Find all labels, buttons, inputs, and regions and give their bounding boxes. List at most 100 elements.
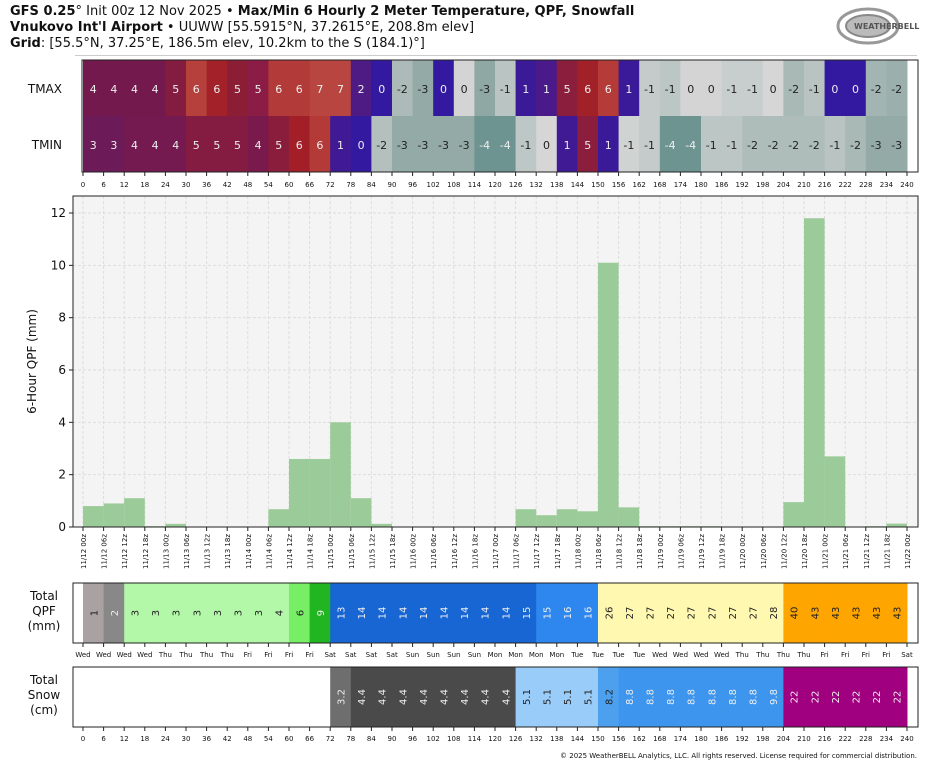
- tmax-cell: [330, 60, 352, 116]
- total-snow-cell: [185, 667, 208, 727]
- tmin-value: 1: [605, 139, 612, 152]
- x-tick-label: 11/21 18z: [883, 534, 891, 569]
- total-qpf-tick-label: Fri: [244, 651, 252, 659]
- tmax-value: 1: [543, 83, 550, 96]
- tmin-cell: [700, 116, 723, 172]
- total-qpf-value: 14: [501, 607, 512, 620]
- tmax-value: -1: [500, 83, 511, 96]
- tmax-cell: [453, 60, 475, 116]
- tmax-value: 0: [852, 83, 859, 96]
- tmax-cell: [391, 60, 414, 116]
- qpf-bar: [83, 506, 104, 527]
- temp-tick-label: 180: [694, 181, 707, 189]
- total-snow-tick-label: 120: [488, 735, 501, 743]
- tmax-cell: [83, 60, 105, 116]
- qpf-bar: [515, 509, 537, 527]
- total-snow-tick-label: 204: [777, 735, 791, 743]
- tmax-value: 0: [687, 83, 694, 96]
- total-qpf-value: 3: [151, 610, 162, 616]
- tmin-cell: [762, 116, 784, 172]
- total-snow-label: Total: [29, 673, 58, 687]
- temp-tick-label: 60: [285, 181, 294, 189]
- x-tick-label: 11/19 00z: [657, 534, 665, 569]
- temp-tick-label: 210: [797, 181, 810, 189]
- total-qpf-value: 15: [542, 607, 553, 620]
- total-qpf-value: 9: [316, 610, 327, 616]
- tmin-cell: [680, 116, 702, 172]
- total-snow-value: 4.4: [439, 689, 450, 705]
- temp-tick-label: 78: [346, 181, 355, 189]
- tmin-cell: [144, 116, 166, 172]
- total-qpf-value: 3: [192, 610, 203, 616]
- total-qpf-cell: [309, 583, 331, 643]
- tmin-cell: [309, 116, 331, 172]
- total-snow-value: 8.8: [707, 689, 718, 705]
- tmax-value: -1: [747, 83, 758, 96]
- total-qpf-tick-label: Wed: [673, 651, 688, 659]
- total-qpf-value: 3: [213, 610, 224, 616]
- tmin-cell: [185, 116, 208, 172]
- total-qpf-tick-label: Tue: [612, 651, 625, 659]
- total-snow-tick-label: 174: [674, 735, 688, 743]
- x-tick-label: 11/14 12z: [286, 534, 294, 569]
- temp-tick-label: 150: [591, 181, 604, 189]
- total-qpf-tick-label: Sat: [386, 651, 398, 659]
- total-qpf-tick-label: Sat: [324, 651, 336, 659]
- tmax-cell: [309, 60, 331, 116]
- qpf-bar: [350, 498, 372, 527]
- total-snow-cell: [556, 667, 578, 727]
- x-tick-label: 11/16 12z: [451, 534, 459, 569]
- total-snow-value: 9.8: [769, 689, 780, 705]
- total-qpf-cell: [206, 583, 228, 643]
- temp-tick-label: 186: [715, 181, 729, 189]
- tmax-cell: [700, 60, 723, 116]
- tmin-value: 6: [296, 139, 303, 152]
- x-tick-label: 11/16 06z: [430, 534, 438, 569]
- qpf-bar: [268, 509, 289, 527]
- total-qpf-tick-label: Mon: [529, 651, 544, 659]
- x-tick-label: 11/19 18z: [719, 534, 727, 569]
- temp-tick-label: 6: [101, 181, 106, 189]
- total-qpf-value: 14: [419, 607, 430, 620]
- total-snow-tick-label: 114: [468, 735, 482, 743]
- total-qpf-cell: [330, 583, 352, 643]
- total-qpf-value: 14: [460, 607, 471, 620]
- temp-tick-label: 126: [509, 181, 523, 189]
- total-qpf-tick-label: Wed: [693, 651, 708, 659]
- tmin-cell: [618, 116, 640, 172]
- tmax-cell: [268, 60, 290, 116]
- tmin-value: 4: [131, 139, 138, 152]
- y-tick-label: 10: [51, 258, 66, 272]
- total-snow-tick-label: 42: [223, 735, 232, 743]
- total-qpf-value: 27: [666, 607, 677, 620]
- x-tick-label: 11/19 06z: [677, 534, 685, 569]
- tmax-cell: [783, 60, 805, 116]
- total-snow-cell: [865, 667, 887, 727]
- tmin-value: -3: [417, 139, 428, 152]
- tmax-value: 7: [316, 83, 323, 96]
- total-snow-cell: [350, 667, 372, 727]
- temp-tick-label: 30: [182, 181, 191, 189]
- x-tick-label: 11/14 18z: [307, 534, 315, 569]
- total-snow-cell: [803, 667, 826, 727]
- total-snow-tick-label: 192: [736, 735, 749, 743]
- total-snow-tick-label: 96: [408, 735, 417, 743]
- x-tick-label: 11/21 12z: [863, 534, 871, 569]
- total-qpf-cell: [371, 583, 393, 643]
- tmin-cell: [865, 116, 887, 172]
- tmax-cell: [886, 60, 908, 116]
- total-qpf-cell: [597, 583, 620, 643]
- total-snow-tick-label: 162: [633, 735, 646, 743]
- tmax-cell: [185, 60, 208, 116]
- tmin-cell: [330, 116, 352, 172]
- tmin-value: -4: [665, 139, 676, 152]
- temp-tick-label: 216: [818, 181, 832, 189]
- total-snow-cell: [144, 667, 166, 727]
- tmax-cell: [659, 60, 681, 116]
- total-qpf-cell: [824, 583, 846, 643]
- temp-tick-label: 54: [264, 181, 273, 189]
- y-tick-label: 8: [58, 311, 66, 325]
- tmax-cell: [577, 60, 599, 116]
- total-snow-cell: [433, 667, 455, 727]
- tmin-cell: [103, 116, 125, 172]
